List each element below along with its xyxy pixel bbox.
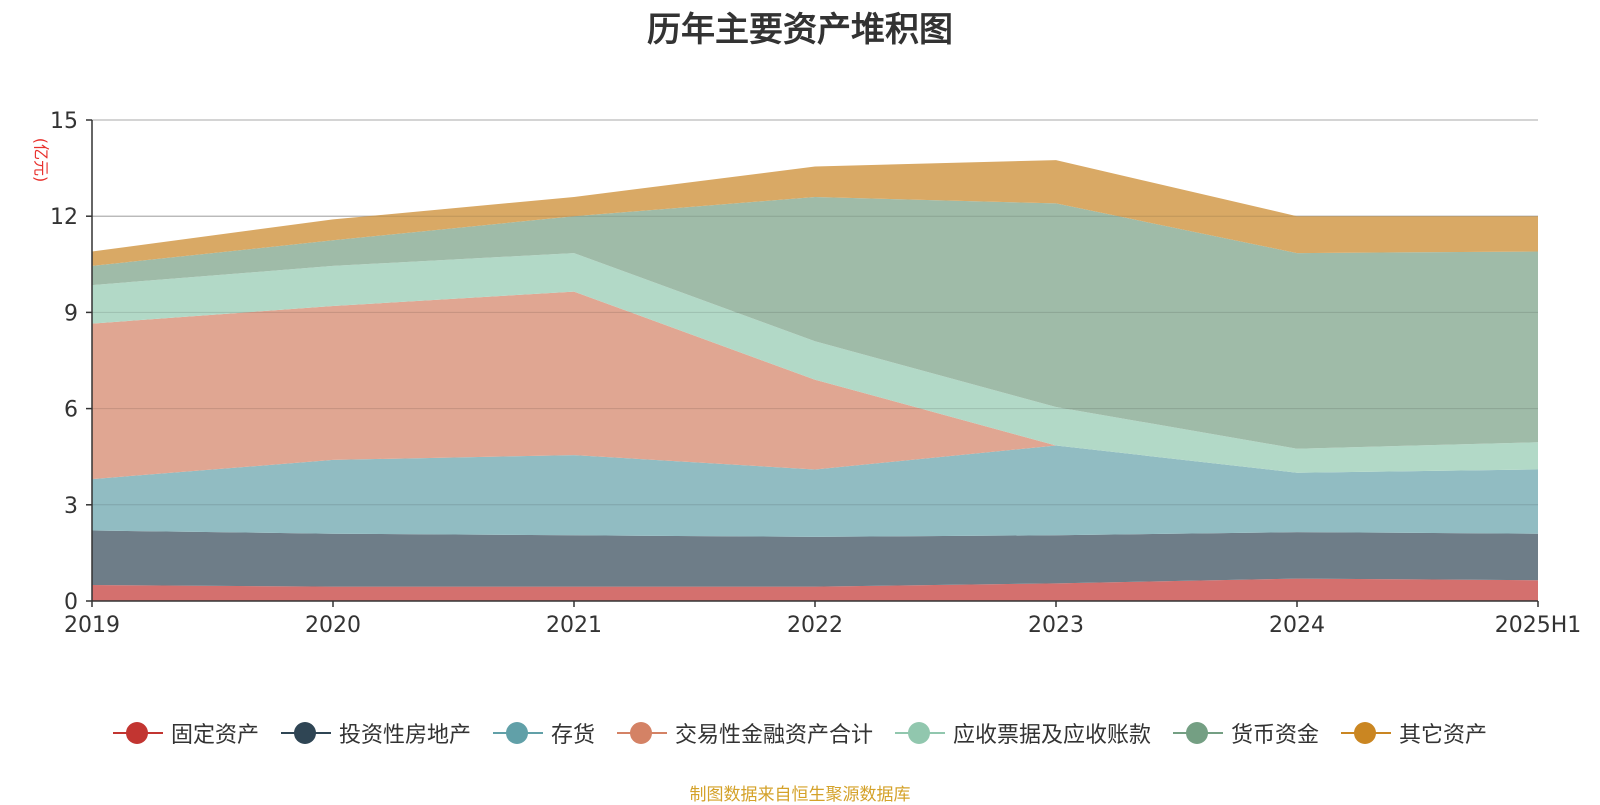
legend-marker-icon [895, 721, 945, 745]
x-tick-label: 2024 [1269, 613, 1325, 638]
y-tick-label: 12 [50, 205, 78, 230]
area-series-4 [92, 291, 1538, 480]
y-tick-label: 6 [64, 398, 78, 423]
legend-label: 投资性房地产 [338, 723, 471, 748]
legend-label: 交易性金融资产合计 [674, 723, 873, 748]
area-series-1 [92, 578, 1538, 601]
legend-item-6[interactable]: 货币资金 [1173, 717, 1319, 749]
legend-marker-icon [112, 721, 163, 745]
legend-item-7[interactable]: 其它资产 [1341, 717, 1487, 749]
area-series-5 [92, 253, 1538, 473]
legend-marker-icon [616, 721, 667, 745]
area-series-7 [92, 160, 1538, 266]
legend-item-1[interactable]: 固定资产 [112, 717, 259, 749]
x-tick-label: 2019 [64, 613, 120, 638]
legend-item-2[interactable]: 投资性房地产 [280, 717, 471, 749]
area-series-6 [92, 197, 1538, 449]
legend-marker-icon [1341, 721, 1392, 745]
legend-item-4[interactable]: 交易性金融资产合计 [616, 717, 873, 749]
legend-label: 存货 [550, 723, 595, 748]
x-tick-label: 2021 [546, 613, 602, 638]
legend-marker-icon [280, 721, 331, 745]
x-tick-label: 2023 [1028, 613, 1084, 638]
legend-label: 固定资产 [170, 723, 259, 748]
chart-title: 历年主要资产堆积图 [647, 10, 953, 50]
legend-label: 应收票据及应收账款 [953, 723, 1152, 748]
source-note: 制图数据来自恒生聚源数据库 [689, 785, 911, 805]
y-tick-label: 0 [64, 590, 78, 615]
legend-item-3[interactable]: 存货 [492, 717, 595, 749]
x-tick-label: 2020 [305, 613, 361, 638]
x-tick-label: 2025H1 [1495, 613, 1582, 638]
area-series-3 [92, 445, 1538, 537]
legend-marker-icon [1173, 721, 1224, 745]
y-tick-label: 9 [64, 301, 78, 326]
legend-marker-icon [492, 721, 543, 745]
y-tick-label: 3 [64, 494, 78, 519]
stacked-area-chart: 0 3 6 9 12 15 2019 2020 2021 2022 2023 2024 2025H1 [50, 109, 1582, 638]
legend-label: 其它资产 [1399, 723, 1488, 748]
legend-item-5[interactable]: 应收票据及应收账款 [895, 717, 1151, 749]
chart-legend: 固定资产 投资性房地产 存货 交易性金融资产合计 应收票据及应收账款 货币资金 其它资产 [0, 716, 1600, 750]
x-tick-label: 2022 [787, 613, 843, 638]
area-series-2 [92, 530, 1538, 587]
legend-label: 货币资金 [1231, 723, 1320, 748]
y-tick-label: 15 [50, 109, 78, 134]
